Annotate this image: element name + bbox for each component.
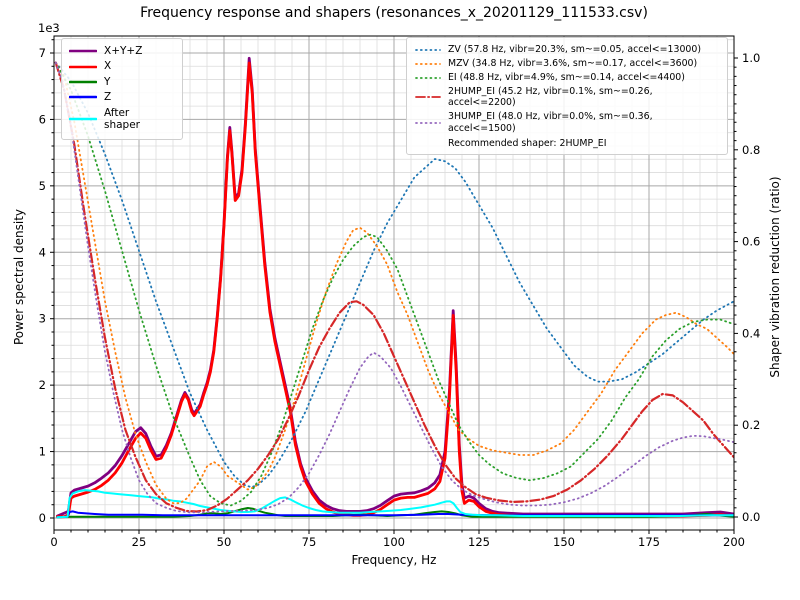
legend-item: Y: [69, 76, 175, 88]
x-tick-label: 75: [302, 535, 317, 549]
y-left-tick-label: 5: [39, 179, 46, 193]
y-right-tick-label: 0.8: [742, 143, 760, 157]
legend-item-label: 2HUMP_EI (45.2 Hz, vibr=0.1%, sm~=0.26, …: [448, 86, 653, 109]
legend-item: X: [69, 60, 175, 72]
y-right-tick-label: 0.0: [742, 510, 760, 524]
legend-psd: X+Y+Z X Y Z After shaper: [61, 38, 183, 141]
y-right-tick-label: 0.6: [742, 235, 760, 249]
x-tick-label: 150: [553, 535, 575, 549]
tick-marks: [50, 39, 738, 534]
y-left-tick-label: 3: [39, 312, 46, 326]
legend-swatch-dotted: [415, 48, 441, 51]
legend-item-label: Y: [104, 75, 111, 88]
x-tick-label: 175: [638, 535, 660, 549]
y-left-axis-label: Power spectral density: [12, 208, 26, 346]
series-ei: [54, 61, 734, 507]
legend-swatch-solid: [69, 80, 97, 84]
series-zv: [54, 61, 734, 489]
series-2hump-ei: [54, 61, 734, 513]
legend-item-label: 3HUMP_EI (48.0 Hz, vibr=0.0%, sm~=0.36, …: [448, 111, 653, 134]
x-tick-label: 100: [383, 535, 405, 549]
x-tick-label: 50: [217, 535, 232, 549]
legend-swatch-solid: [69, 49, 97, 53]
legend-swatch-dotted: [415, 121, 441, 124]
legend-item: Z: [69, 91, 175, 103]
y-left-tick-label: 4: [39, 245, 46, 259]
x-tick-label: 25: [132, 535, 147, 549]
legend-item: 2HUMP_EI (45.2 Hz, vibr=0.1%, sm~=0.26, …: [415, 86, 719, 108]
series-x: [56, 61, 734, 519]
legend-item-label: EI (48.8 Hz, vibr=4.9%, sm~=0.14, accel<…: [448, 72, 685, 84]
legend-item: After shaper: [69, 107, 175, 132]
legend-footer: Recommended shaper: 2HUMP_EI: [448, 137, 607, 149]
legend-item: EI (48.8 Hz, vibr=4.9%, sm~=0.14, accel<…: [415, 72, 719, 83]
y-left-tick-label: 7: [39, 46, 46, 60]
y-left-offset-text: 1e3: [38, 21, 60, 35]
legend-item: X+Y+Z: [69, 45, 175, 57]
legend-item-label: X+Y+Z: [104, 45, 143, 57]
series-after-shaper: [56, 489, 734, 519]
y-left-tick-label: 2: [39, 378, 46, 392]
legend-item: MZV (34.8 Hz, vibr=3.6%, sm~=0.17, accel…: [415, 58, 719, 69]
legend-item-label: After shaper: [104, 106, 141, 131]
legend-swatch-solid: [69, 117, 97, 121]
legend-item-label: ZV (57.8 Hz, vibr=20.3%, sm~=0.05, accel…: [448, 44, 701, 55]
x-tick-label: 0: [50, 535, 57, 549]
legend-item-label: Z: [104, 91, 112, 104]
series-3hump-ei: [54, 61, 734, 514]
x-axis-label: Frequency, Hz: [351, 553, 437, 567]
legend-swatch-solid: [69, 65, 97, 68]
legend-item: ZV (57.8 Hz, vibr=20.3%, sm~=0.05, accel…: [415, 44, 719, 55]
y-left-tick-label: 6: [39, 112, 46, 126]
y-right-tick-label: 0.4: [742, 326, 760, 340]
y-right-tick-label: 0.2: [742, 418, 760, 432]
chart-title: Frequency response and shapers (resonanc…: [140, 5, 648, 21]
legend-item: 3HUMP_EI (48.0 Hz, vibr=0.0%, sm~=0.36, …: [415, 111, 719, 134]
y-left-tick-label: 0: [39, 511, 46, 525]
legend-item-label: MZV (34.8 Hz, vibr=3.6%, sm~=0.17, accel…: [448, 58, 698, 70]
legend-shapers: ZV (57.8 Hz, vibr=20.3%, sm~=0.05, accel…: [406, 37, 728, 155]
legend-swatch-dotted: [415, 62, 441, 65]
y-right-axis-label: Shaper vibration reduction (ratio): [768, 176, 782, 378]
x-tick-label: 125: [468, 535, 490, 549]
legend-item-label: X: [104, 60, 112, 73]
legend-swatch-solid: [69, 96, 97, 99]
legend-swatch-dotted: [415, 76, 441, 79]
y-left-tick-label: 1: [39, 445, 46, 459]
series-mzv: [54, 61, 734, 505]
y-right-tick-label: 1.0: [742, 51, 760, 65]
legend-swatch-dashdot: [415, 96, 441, 99]
x-tick-label: 200: [723, 535, 745, 549]
